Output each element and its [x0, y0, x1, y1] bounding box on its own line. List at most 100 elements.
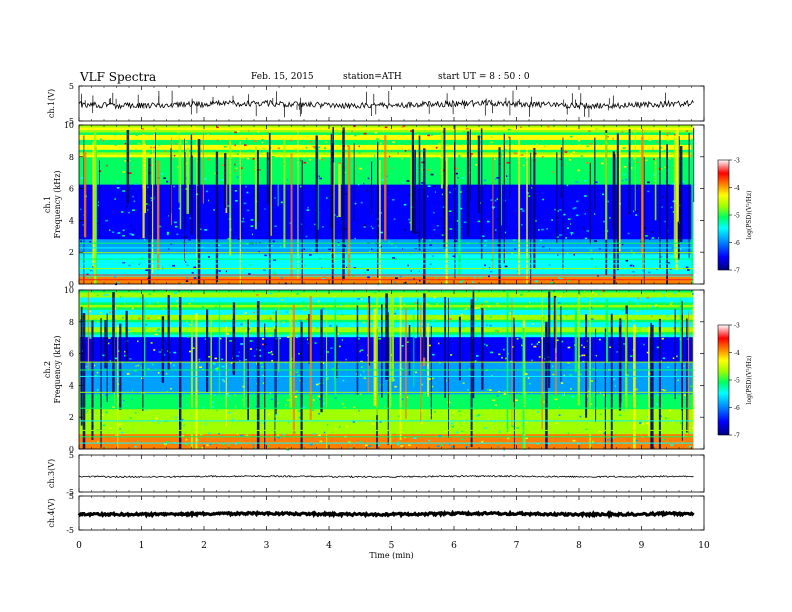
sferic-streak [278, 304, 280, 372]
spectro-speckle [235, 365, 237, 368]
spectro-speckle [309, 141, 313, 143]
sferic-streak [509, 136, 511, 198]
spectro-speckle [273, 326, 277, 328]
spectro-speckle [408, 149, 410, 151]
spectro-speckle [490, 302, 493, 304]
spectro-speckle [632, 320, 635, 322]
spectro-speckle [313, 433, 316, 435]
spectro-speckle [166, 231, 170, 234]
spectro-speckle [245, 358, 247, 361]
spectro-speckle [139, 297, 143, 300]
spectro-speckle [642, 269, 644, 272]
spectro-speckle [364, 444, 368, 447]
spectro-speckle [601, 162, 604, 165]
spectro-band [79, 271, 694, 275]
x-tick-label: 6 [451, 541, 457, 551]
spectro-speckle [286, 448, 290, 451]
spectro-speckle [484, 244, 486, 247]
waveform-ch4 [77, 509, 695, 520]
sferic-streak [693, 127, 695, 202]
spectro-speckle [135, 213, 138, 216]
spectro-speckle [192, 125, 196, 128]
colorbar [717, 324, 730, 436]
spectro-speckle [166, 180, 169, 183]
spectro-speckle [520, 154, 524, 156]
spectro-speckle [357, 298, 360, 300]
spectro-speckle [406, 169, 410, 171]
spectro-speckle [264, 384, 267, 387]
spectro-speckle [262, 382, 266, 385]
spectro-speckle [268, 413, 271, 416]
spectro-speckle [147, 368, 150, 371]
spectro-speckle [635, 388, 638, 391]
spectro-speckle [273, 261, 276, 263]
spectro-band [79, 254, 694, 258]
spectro-speckle [396, 443, 400, 446]
spectro-speckle [96, 389, 99, 391]
spectro-speckle [366, 189, 369, 192]
spectro-speckle [124, 427, 125, 430]
spectro-speckle [573, 253, 575, 256]
sferic-streak [589, 300, 591, 449]
spectro-speckle [581, 321, 584, 323]
spectro-speckle [576, 200, 579, 203]
spectro-band [79, 404, 694, 408]
spectro-speckle [198, 358, 201, 361]
x-tick-label: 0 [76, 541, 82, 551]
spectro-speckle [196, 143, 198, 146]
spectro-speckle [565, 237, 567, 239]
spectro-speckle [344, 228, 348, 230]
spectro-speckle [82, 224, 84, 226]
spectro-speckle [328, 424, 331, 426]
spectro-speckle [535, 280, 538, 282]
spectro-speckle [433, 296, 437, 299]
spectro-speckle [465, 127, 469, 130]
spectro-band [79, 381, 694, 385]
spectro-speckle [368, 445, 372, 447]
spectro-speckle [408, 194, 411, 196]
spectro-speckle [352, 275, 354, 277]
sferic-streak [148, 158, 151, 284]
spectro-speckle [635, 210, 639, 212]
spectro-speckle [183, 424, 185, 427]
sferic-streak [423, 148, 426, 284]
spectro-speckle [170, 387, 172, 390]
spectro-speckle [559, 234, 562, 236]
spectro-speckle [173, 154, 176, 157]
spectro-speckle [111, 231, 115, 233]
spectro-speckle [635, 439, 638, 442]
spectro-speckle [189, 323, 193, 326]
spectro-speckle [570, 223, 572, 225]
spectro-speckle [487, 312, 490, 314]
spectro-speckle [668, 264, 672, 266]
spectro-speckle [135, 183, 138, 185]
spectro-speckle [271, 353, 274, 356]
spectro-speckle [363, 224, 367, 227]
sferic-streak [589, 163, 591, 245]
spectro-speckle [468, 375, 470, 377]
spectro-speckle [507, 128, 511, 131]
sferic-streak [533, 148, 536, 269]
spectro-speckle [639, 422, 642, 424]
spectro-speckle [497, 446, 499, 448]
spectro-speckle [331, 368, 335, 370]
spectro-speckle [311, 304, 313, 307]
spectro-speckle [115, 357, 118, 360]
spectro-speckle [131, 389, 133, 392]
sferic-streak [688, 311, 690, 436]
sferic-streak [448, 297, 449, 438]
spectro-speckle [456, 431, 459, 434]
spectro-speckle [98, 170, 102, 172]
spectro-speckle [160, 173, 164, 175]
spectro-speckle [86, 273, 89, 276]
spectro-speckle [448, 443, 450, 445]
spectro-speckle [268, 334, 272, 337]
spectro-speckle [374, 155, 376, 157]
spectro-speckle [513, 218, 517, 220]
spectro-speckle [314, 276, 316, 279]
spectro-speckle [82, 312, 84, 314]
spectro-speckle [192, 132, 195, 135]
spectro-speckle [582, 227, 585, 230]
spectro-speckle [496, 177, 500, 179]
sferic-streak [126, 130, 130, 204]
